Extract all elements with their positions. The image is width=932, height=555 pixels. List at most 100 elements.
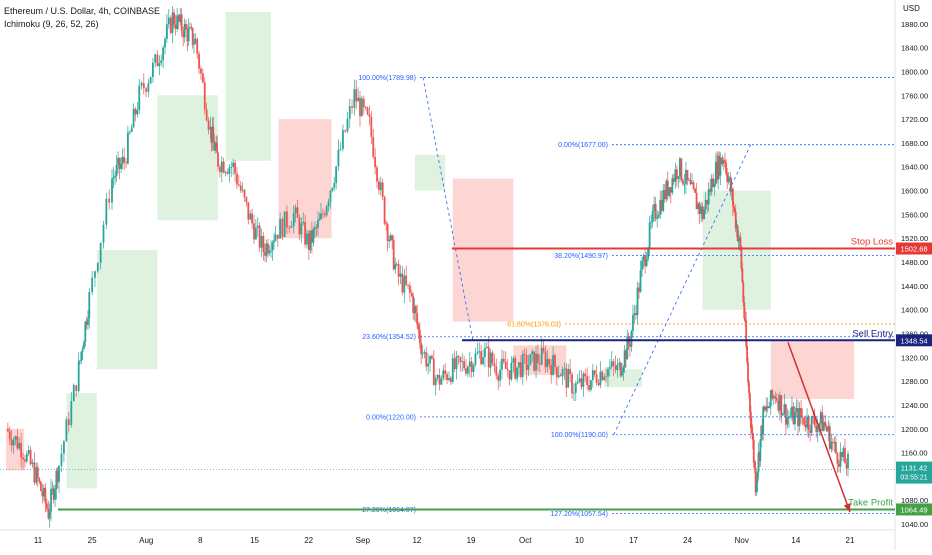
candle-body bbox=[523, 354, 526, 356]
candle-body bbox=[605, 376, 607, 378]
candle-body bbox=[525, 355, 528, 370]
x-tick-label: Nov bbox=[735, 536, 749, 545]
candle-body bbox=[803, 417, 805, 425]
y-tick-label: 1440.00 bbox=[901, 282, 928, 291]
candle-body bbox=[8, 431, 11, 440]
candle-body bbox=[749, 393, 751, 412]
candle-body bbox=[232, 162, 235, 167]
candle-body bbox=[121, 157, 124, 164]
candle-body bbox=[315, 227, 318, 229]
y-tick-label: 1080.00 bbox=[901, 496, 928, 505]
candle-body bbox=[472, 364, 475, 373]
candle-body bbox=[491, 352, 494, 364]
candle-body bbox=[226, 172, 229, 174]
candle-body bbox=[260, 235, 263, 248]
candle-body bbox=[27, 449, 30, 454]
candle-body bbox=[688, 179, 690, 181]
candle-body bbox=[675, 169, 678, 179]
x-tick-label: 17 bbox=[629, 536, 638, 545]
candle-body bbox=[429, 355, 431, 364]
y-tick-label: 1520.00 bbox=[901, 234, 928, 243]
candle-body bbox=[626, 336, 629, 360]
candle-body bbox=[256, 225, 259, 228]
y-tick-label: 1240.00 bbox=[901, 401, 928, 410]
candle-body bbox=[136, 109, 139, 115]
candle-body bbox=[461, 361, 464, 363]
candle-body bbox=[828, 426, 831, 449]
candle-body bbox=[47, 508, 50, 519]
candle-body bbox=[451, 358, 454, 382]
x-tick-label: 22 bbox=[304, 536, 313, 545]
candle-body bbox=[633, 313, 636, 316]
candle-body bbox=[683, 183, 686, 185]
x-tick-label: 11 bbox=[34, 536, 43, 545]
candle-body bbox=[480, 351, 483, 365]
candle-body bbox=[290, 226, 293, 228]
candle-body bbox=[149, 76, 152, 84]
indicator-label[interactable]: Ichimoku (9, 26, 52, 26) bbox=[4, 19, 99, 29]
candle-body bbox=[274, 234, 277, 241]
candle-body bbox=[762, 406, 765, 435]
candle-body bbox=[499, 369, 501, 381]
candle-body bbox=[346, 118, 349, 132]
candle-body bbox=[388, 240, 391, 242]
candle-body bbox=[166, 24, 168, 39]
candle-body bbox=[484, 347, 486, 358]
candle-body bbox=[309, 230, 312, 251]
candle-body bbox=[766, 406, 769, 409]
candle-body bbox=[807, 416, 810, 430]
x-tick-label: 21 bbox=[846, 536, 855, 545]
candle-body bbox=[201, 73, 204, 83]
candle-body bbox=[425, 352, 428, 367]
candle-body bbox=[809, 429, 812, 433]
candle-body bbox=[621, 372, 623, 376]
candle-body bbox=[251, 213, 253, 224]
candle-body bbox=[838, 463, 840, 467]
candle-body bbox=[844, 448, 846, 464]
fib-label: 100.00%(1789.98) bbox=[358, 75, 416, 82]
candle-body bbox=[418, 329, 421, 343]
candle-body bbox=[777, 400, 780, 411]
candle-body bbox=[318, 218, 321, 221]
candle-body bbox=[763, 406, 766, 411]
candle-body bbox=[198, 53, 200, 69]
candle-body bbox=[196, 38, 199, 54]
candle-body bbox=[436, 375, 439, 379]
candle-body bbox=[6, 428, 9, 432]
last-price-value: 1131.42 bbox=[901, 464, 928, 473]
candle-body bbox=[176, 15, 179, 29]
candle-body bbox=[36, 467, 39, 479]
candle-body bbox=[440, 378, 443, 385]
candle-body bbox=[824, 421, 827, 427]
candle-body bbox=[55, 470, 58, 490]
candle-body bbox=[353, 89, 356, 108]
candle-body bbox=[521, 354, 524, 378]
candle-body bbox=[535, 353, 537, 371]
candle-body bbox=[839, 451, 842, 467]
candle-body bbox=[311, 230, 313, 243]
candle-body bbox=[510, 362, 513, 380]
candle-body bbox=[765, 406, 768, 411]
candle-body bbox=[75, 385, 78, 392]
ichimoku-cloud bbox=[96, 250, 158, 370]
candle-body bbox=[845, 463, 848, 469]
candle-body bbox=[368, 114, 371, 117]
candle-body bbox=[700, 206, 703, 214]
candle-body bbox=[335, 166, 338, 184]
candle-body bbox=[783, 404, 786, 414]
candle-body bbox=[120, 163, 122, 169]
fib-label: 100.00%(1190.00) bbox=[551, 432, 608, 439]
candle-body bbox=[822, 421, 825, 431]
candle-body bbox=[740, 246, 743, 269]
candle-body bbox=[88, 292, 91, 319]
candle-body bbox=[780, 395, 783, 416]
candle-body bbox=[81, 348, 84, 352]
candle-body bbox=[691, 182, 693, 185]
candle-body bbox=[801, 416, 804, 418]
candle-body bbox=[359, 97, 361, 117]
candle-body bbox=[164, 38, 166, 48]
candle-body bbox=[333, 183, 336, 188]
y-tick-label: 1320.00 bbox=[901, 353, 928, 362]
